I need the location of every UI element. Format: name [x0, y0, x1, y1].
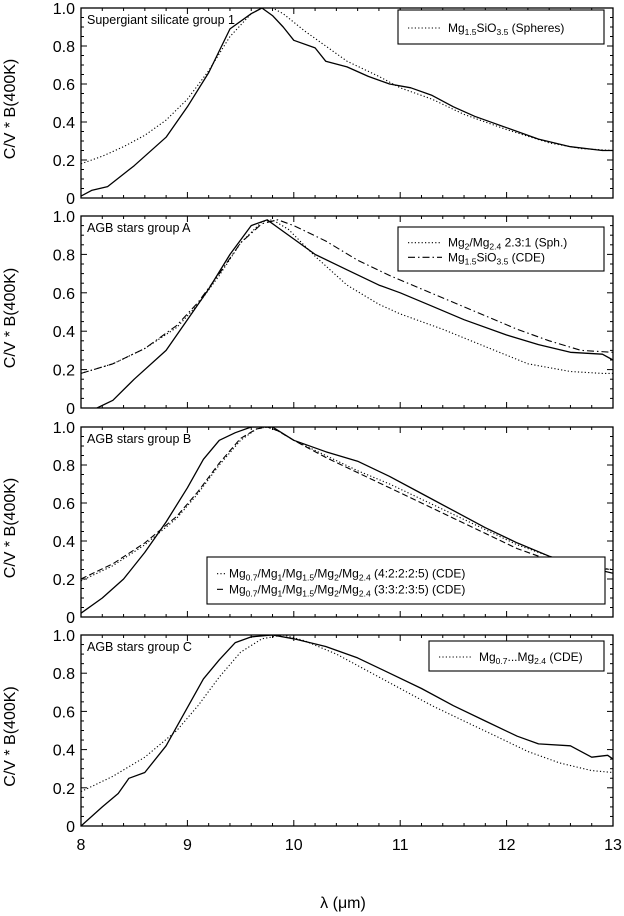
y-tick-label: 0.4 [53, 115, 75, 132]
series-line-dotted [81, 219, 613, 374]
y-tick-label: 0.2 [53, 781, 75, 798]
y-tick-label: 0.4 [53, 324, 75, 341]
legend-box [397, 9, 605, 45]
series-line-dotted [81, 635, 613, 793]
y-tick-label: 0.8 [53, 458, 75, 475]
series-line-solid [94, 219, 613, 408]
y-tick-label: 0.4 [53, 743, 75, 760]
series-line-solid [81, 635, 613, 826]
legend-box [397, 226, 605, 272]
y-tick-label: 1.0 [53, 628, 75, 645]
legend-box [428, 640, 605, 672]
y-tick-label: 0.2 [53, 153, 75, 170]
series-line-dashdot [81, 219, 613, 374]
legend-label: Mg0.7/Mg1/Mg1.5/Mg2/Mg2.4 (4:2:2:2:5) (C… [229, 567, 465, 583]
x-tick-label: 12 [498, 837, 516, 854]
legend-label: Mg1.5SiO3.5 (CDE) [448, 250, 545, 266]
y-tick-label: 0.6 [53, 286, 75, 303]
panel-title: AGB stars group C [87, 640, 192, 654]
y-axis-label: C/V * B(400K) [2, 59, 19, 159]
series-line-solid [81, 8, 613, 197]
legend: Mg1.5SiO3.5 (Spheres) [397, 9, 605, 45]
y-tick-label: 0.6 [53, 704, 75, 721]
legend: Mg0.7...Mg2.4 (CDE) [428, 640, 605, 672]
y-tick-label: 0.8 [53, 247, 75, 264]
y-tick-label: 0.8 [53, 39, 75, 56]
y-tick-label: 0 [66, 191, 75, 208]
y-tick-label: 0 [66, 610, 75, 627]
y-tick-label: 0.8 [53, 666, 75, 683]
panel-2: 0 0.2 0.4 0.6 0.8 1.0 C/V * B(400K) AGB stars g… [2, 209, 614, 418]
panel-3: 0 0.2 0.4 0.6 0.8 1.0 C/V * B(400K) AGB stars g… [2, 420, 614, 627]
panel-title: Supergiant silicate group 1 [87, 13, 235, 27]
legend: Mg0.7/Mg1/Mg1.5/Mg2/Mg2.4 (4:2:2:2:5) (C… [206, 556, 606, 605]
y-tick-label: 0.6 [53, 496, 75, 513]
series-line-dashed [81, 427, 613, 580]
legend-label: Mg2/Mg2.4 2.3:1 (Sph.) [448, 236, 567, 252]
y-tick-label: 1.0 [53, 1, 75, 18]
panel-title: AGB stars group B [87, 432, 191, 446]
x-tick-label: 10 [285, 837, 303, 854]
y-tick-label: 0.4 [53, 534, 75, 551]
legend-box [206, 556, 606, 605]
panel-title: AGB stars group A [87, 221, 191, 235]
x-tick-label: 13 [604, 837, 622, 854]
y-tick-label: 1.0 [53, 209, 75, 226]
x-tick-label: 9 [183, 837, 192, 854]
series-group [81, 219, 613, 408]
series-group [81, 427, 613, 614]
y-axis-label: C/V * B(400K) [2, 478, 19, 578]
x-tick-label: 8 [77, 837, 86, 854]
series-group [81, 635, 613, 826]
panel-1: 0 0.2 0.4 0.6 0.8 1.0 C/V * B(400K) Supergiant … [2, 1, 614, 208]
y-tick-label: 0.2 [53, 572, 75, 589]
y-axis-label: C/V * B(400K) [2, 686, 19, 786]
y-tick-label: 0.6 [53, 77, 75, 94]
legend: Mg2/Mg2.4 2.3:1 (Sph.)Mg1.5SiO3.5 (CDE) [397, 226, 605, 272]
series-group [81, 8, 613, 197]
panel-4: 0 0.2 0.4 0.6 0.8 1.0 8 9 10 11 12 13 C/V * B(400K) A… [2, 628, 622, 854]
legend-label: Mg0.7...Mg2.4 (CDE) [479, 650, 583, 666]
y-tick-label: 0 [66, 819, 75, 836]
y-tick-label: 1.0 [53, 420, 75, 437]
y-tick-label: 0.2 [53, 363, 75, 380]
x-tick-label: 11 [392, 837, 409, 854]
y-tick-label: 0 [66, 401, 75, 418]
y-axis-label: C/V * B(400K) [2, 268, 19, 368]
legend-label: Mg1.5SiO3.5 (Spheres) [448, 21, 564, 37]
legend-label: Mg0.7/Mg1/Mg1.5/Mg2/Mg2.4 (3:3:2:3:5) (C… [229, 582, 465, 598]
x-axis-label: λ (μm) [320, 895, 366, 912]
